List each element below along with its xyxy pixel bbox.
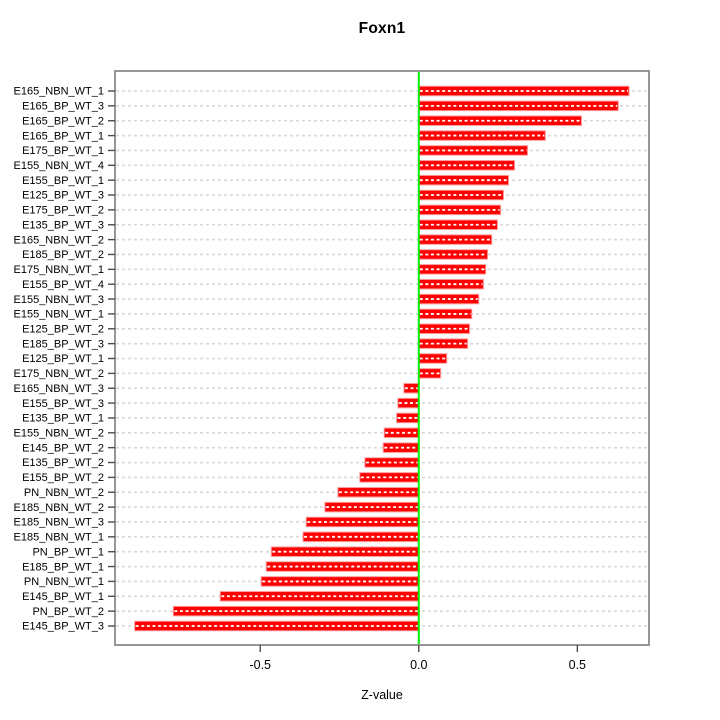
- category-label: PN_BP_WT_2: [32, 606, 104, 618]
- category-label: PN_NBN_WT_2: [24, 487, 104, 499]
- category-label: E185_BP_WT_3: [22, 338, 104, 350]
- x-tick-label: -0.5: [249, 658, 271, 672]
- x-tick-label: 0.0: [410, 658, 427, 672]
- bar: [418, 264, 487, 275]
- bar: [305, 516, 420, 528]
- category-label: E175_NBN_WT_2: [14, 368, 105, 380]
- category-label: E175_BP_WT_1: [22, 145, 104, 157]
- category-label: E185_NBN_WT_2: [14, 502, 105, 514]
- chart-title: Foxn1: [358, 20, 406, 37]
- category-label: E125_BP_WT_1: [22, 353, 104, 365]
- category-label: E185_BP_WT_1: [22, 561, 104, 573]
- x-axis-label: Z-value: [361, 688, 403, 702]
- category-label: E185_NBN_WT_3: [14, 517, 105, 529]
- category-label: E155_NBN_WT_2: [14, 428, 105, 440]
- category-label: E155_BP_WT_4: [22, 279, 104, 291]
- bar: [418, 219, 498, 230]
- category-label: E155_NBN_WT_3: [14, 294, 105, 306]
- category-label: E155_BP_WT_3: [22, 398, 104, 410]
- category-label: E185_NBN_WT_1: [14, 532, 105, 544]
- category-label: E165_BP_WT_1: [22, 130, 104, 142]
- category-label: PN_NBN_WT_1: [24, 576, 104, 588]
- category-label: E165_BP_WT_2: [22, 115, 104, 127]
- bar: [418, 278, 484, 290]
- category-label: E155_BP_WT_2: [22, 472, 104, 484]
- category-label: E145_BP_WT_1: [22, 591, 104, 603]
- category-label: E145_BP_WT_3: [22, 621, 104, 633]
- category-label: E155_BP_WT_1: [22, 175, 104, 187]
- category-label: E125_BP_WT_3: [22, 190, 104, 202]
- x-tick-label: 0.5: [569, 658, 586, 672]
- category-label: E125_BP_WT_2: [22, 323, 104, 335]
- category-label: PN_BP_WT_1: [32, 546, 104, 558]
- category-label: E155_NBN_WT_1: [14, 309, 105, 321]
- category-label: E165_NBN_WT_2: [14, 234, 105, 246]
- category-label: E175_NBN_WT_1: [14, 264, 105, 276]
- category-label: E135_BP_WT_1: [22, 413, 104, 425]
- category-label: E155_NBN_WT_4: [14, 160, 105, 172]
- category-label: E185_BP_WT_2: [22, 249, 104, 261]
- category-label: E165_NBN_WT_3: [14, 383, 105, 395]
- category-label: E165_BP_WT_3: [22, 101, 104, 113]
- category-label: E165_NBN_WT_1: [14, 86, 105, 98]
- category-label: E175_BP_WT_2: [22, 205, 104, 217]
- category-label: E135_BP_WT_2: [22, 457, 104, 469]
- category-label: E145_BP_WT_2: [22, 442, 104, 454]
- category-label: E135_BP_WT_3: [22, 219, 104, 231]
